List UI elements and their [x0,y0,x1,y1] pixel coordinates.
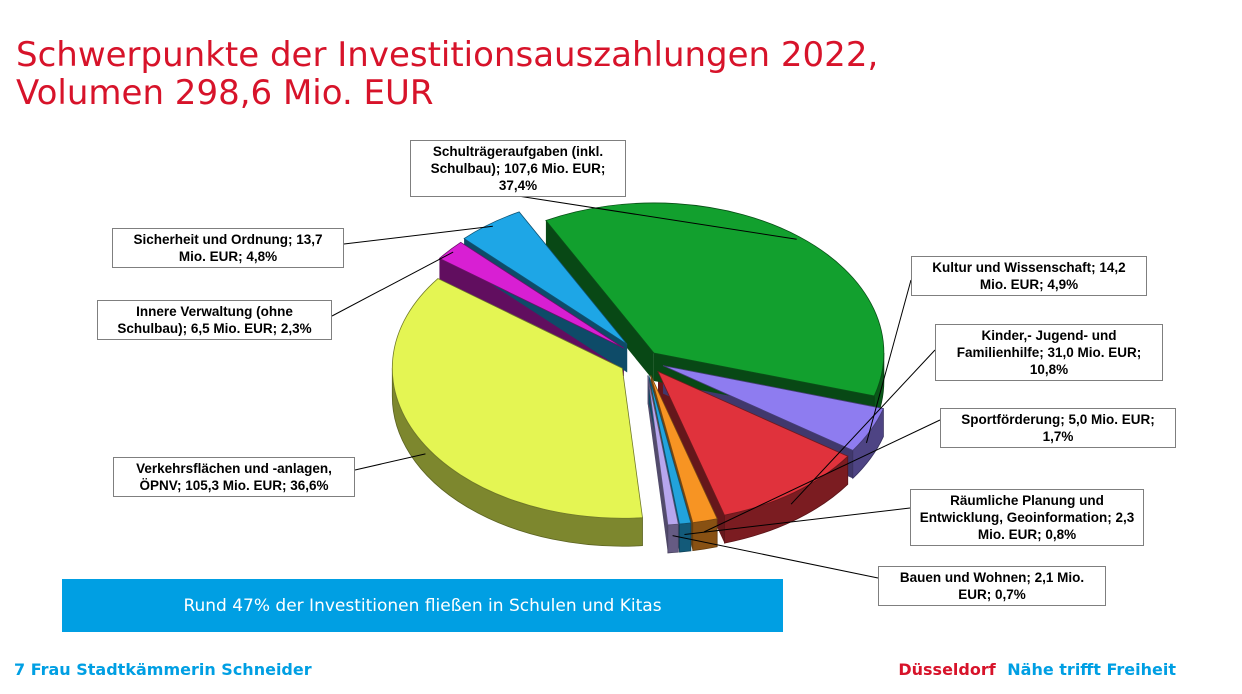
label-verkehr: Verkehrsflächen und -anlagen, ÖPNV; 105,… [113,457,355,497]
slice-sport [650,374,718,524]
label-planung: Räumliche Planung und Entwicklung, Geoin… [910,489,1144,546]
label-sicherheit: Sicherheit und Ordnung; 13,7 Mio. EUR; 4… [112,228,344,268]
slice-kultur [662,365,884,451]
footer-claim: Nähe trifft Freiheit [1007,660,1176,679]
footer-presenter: 7 Frau Stadtkämmerin Schneider [14,660,312,679]
slice-verkehr [391,278,643,519]
slice-kinder [657,370,849,516]
slide-title: Schwerpunkte der Investitionsauszahlunge… [16,36,878,112]
label-kultur: Kultur und Wissenschaft; 14,2 Mio. EUR; … [911,256,1147,296]
title-line-1: Schwerpunkte der Investitionsauszahlunge… [16,35,879,75]
leader-line-sicherheit [343,225,493,245]
leader-line-bauen [672,535,879,579]
slice-sicherheit [463,211,628,345]
title-line-2: Volumen 298,6 Mio. EUR [16,73,434,113]
leader-line-schultraeger [517,195,797,240]
slice-schultraeger-wall-0 [545,220,654,381]
leader-line-planung [684,507,911,536]
leader-line-innere [331,251,454,317]
leader-lines [331,195,941,579]
label-schultraeger: Schulträgeraufgaben (inkl. Schulbau); 10… [410,140,626,197]
info-banner: Rund 47% der Investitionen fließen in Sc… [62,579,783,632]
label-sport: Sportförderung; 5,0 Mio. EUR; 1,7% [940,408,1176,448]
slice-innere [438,241,625,349]
slice-bauen-side [667,523,679,554]
leader-line-sport [703,419,941,533]
slice-tops [391,202,885,526]
leader-line-verkehr [354,453,426,471]
slice-sport-side [692,518,718,552]
leader-line-kinder [790,349,936,505]
label-kinder: Kinder,- Jugend- und Familienhilfe; 31,0… [935,324,1163,381]
footer-city: Düsseldorf [898,660,996,679]
slice-bauen [647,375,679,526]
label-bauen: Bauen und Wohnen; 2,1 Mio. EUR; 0,7% [878,566,1106,606]
label-innere: Innere Verwaltung (ohne Schulbau); 6,5 M… [97,300,332,340]
slice-planung [648,375,692,525]
footer-brand: Düsseldorf Nähe trifft Freiheit [898,660,1176,679]
slice-schultraeger [545,202,885,397]
